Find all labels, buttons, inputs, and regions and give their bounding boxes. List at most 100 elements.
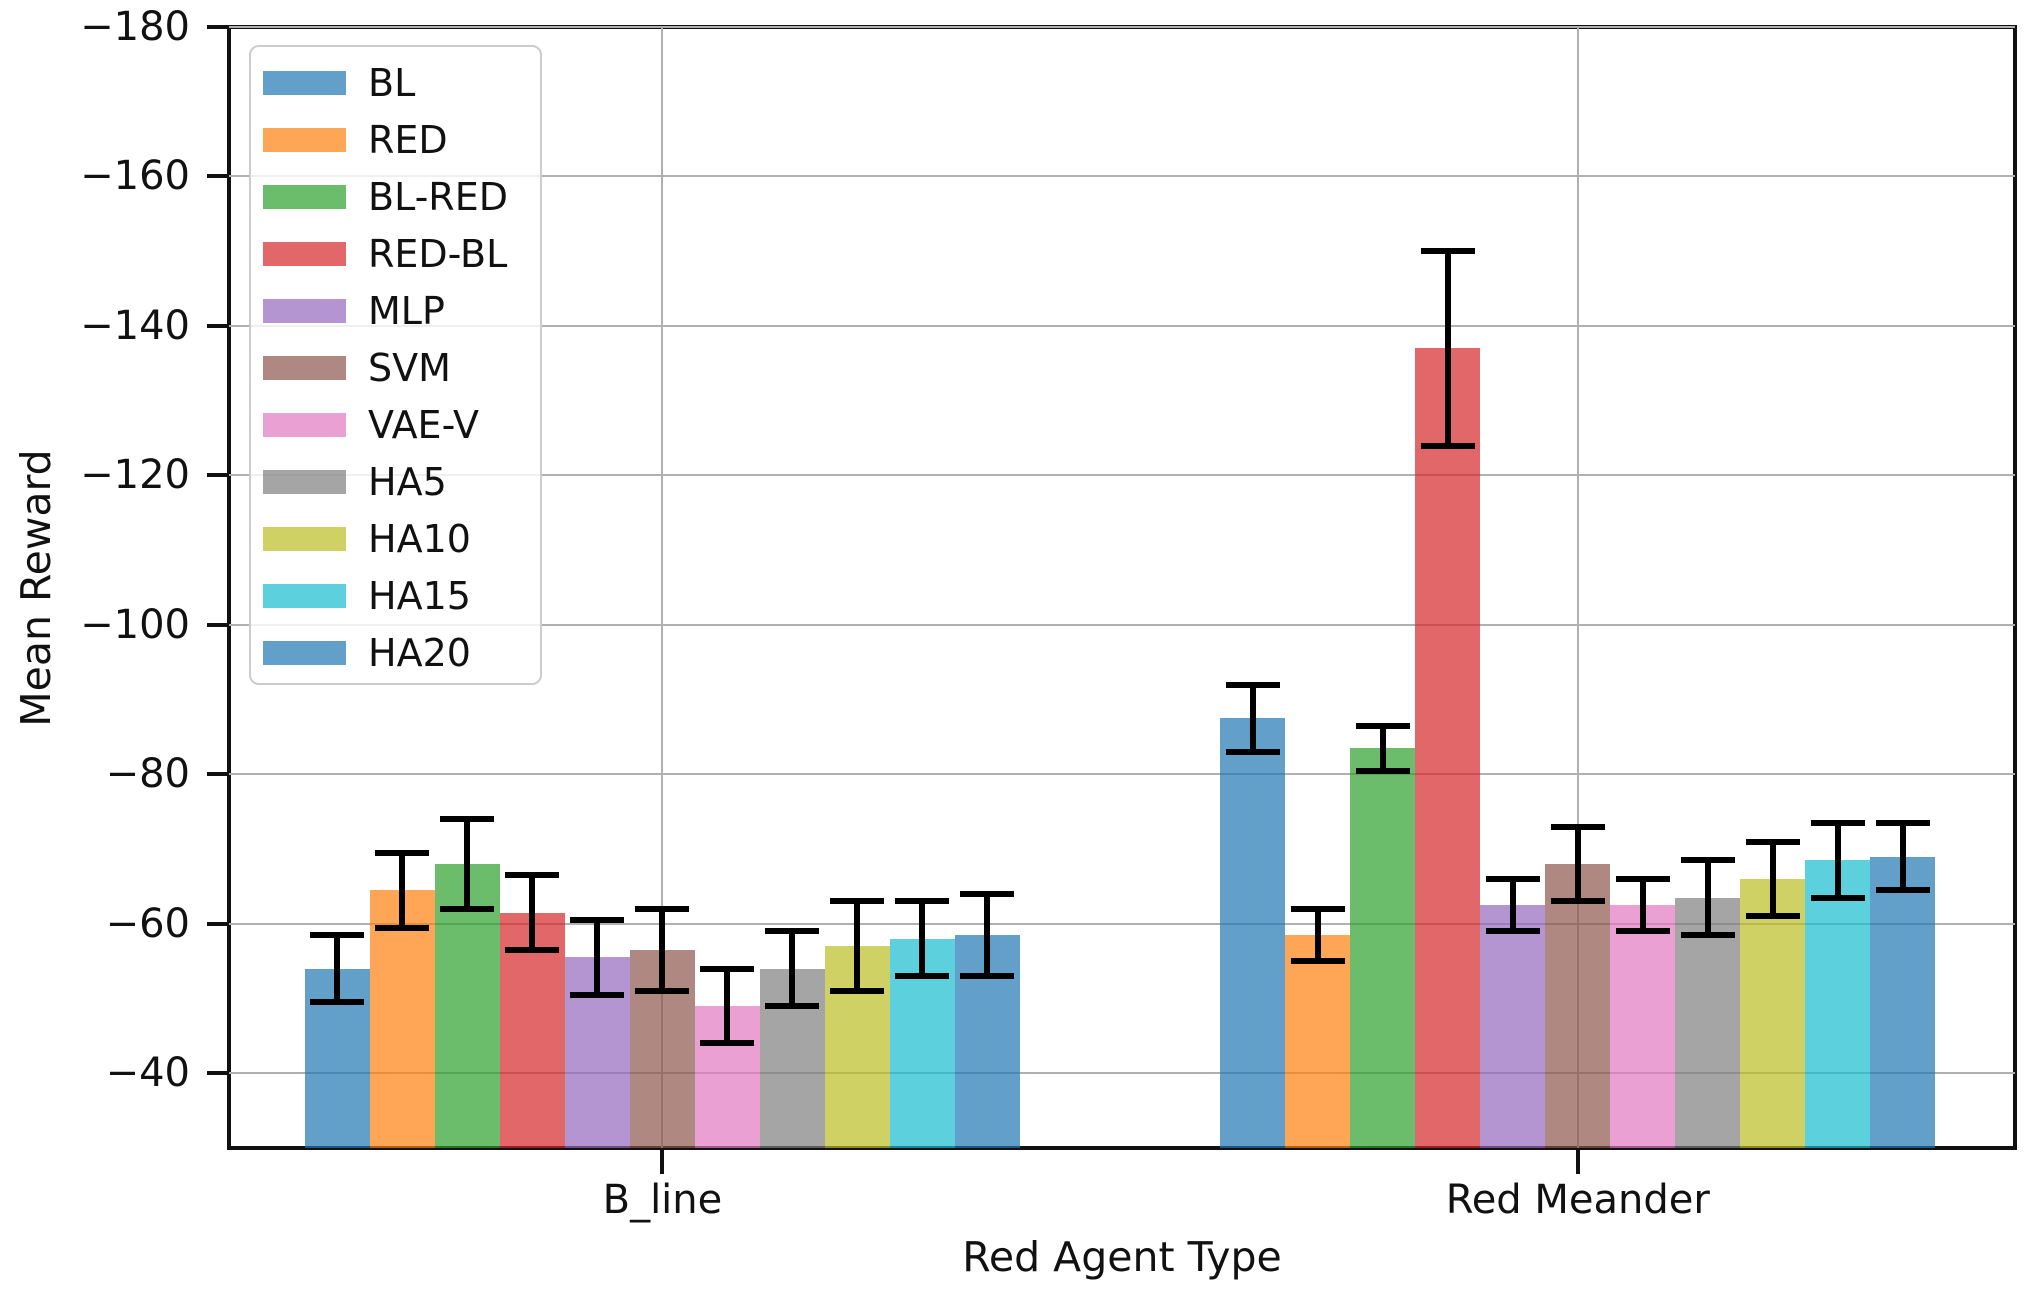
y-tick-label: −60	[105, 900, 190, 947]
error-bar-cap	[1485, 875, 1540, 882]
error-bar-stem	[1574, 826, 1581, 902]
y-tick-mark	[207, 323, 229, 328]
legend-label: MLP	[368, 288, 445, 333]
legend-item: RED	[251, 111, 540, 168]
error-bar-stem	[1899, 822, 1906, 891]
error-bar-cap	[440, 816, 495, 823]
legend-swatch	[263, 526, 346, 551]
legend-label: BL-RED	[368, 174, 508, 219]
legend-swatch	[263, 184, 346, 209]
bar	[1220, 718, 1286, 1148]
error-bar-cap	[960, 973, 1015, 980]
error-bar-cap	[1420, 248, 1475, 255]
legend-label: RED	[368, 117, 448, 162]
error-bar-stem	[659, 908, 666, 992]
error-bar-stem	[724, 968, 731, 1044]
gridline-y	[229, 175, 2015, 178]
error-bar-stem	[1834, 822, 1841, 898]
error-bar-stem	[984, 893, 991, 977]
error-bar-stem	[1639, 878, 1646, 932]
error-bar-stem	[334, 935, 341, 1003]
error-bar-cap	[960, 890, 1015, 897]
bar	[1350, 748, 1416, 1148]
legend-item: VAE-V	[251, 396, 540, 453]
error-bar-stem	[1379, 725, 1386, 771]
y-tick-label: −120	[80, 452, 190, 499]
error-bar-cap	[895, 898, 950, 905]
gridline-y	[229, 474, 2015, 477]
gridline-y	[229, 324, 2015, 327]
error-bar-cap	[1290, 958, 1345, 965]
error-bar-cap	[700, 965, 755, 972]
legend-label: BL	[368, 60, 416, 105]
legend-label: VAE-V	[368, 402, 480, 447]
legend-swatch	[263, 241, 346, 266]
y-tick-mark	[207, 25, 229, 29]
error-bar-cap	[1810, 894, 1865, 901]
error-bar-cap	[765, 928, 820, 935]
error-bar-cap	[1680, 857, 1735, 864]
error-bar-cap	[1550, 898, 1605, 905]
error-bar-stem	[399, 852, 406, 928]
y-tick-mark	[207, 921, 229, 926]
y-tick-label: −80	[105, 751, 190, 798]
legend-swatch	[263, 355, 346, 380]
legend-swatch	[263, 127, 346, 152]
legend-swatch	[263, 583, 346, 608]
y-tick-mark	[207, 772, 229, 777]
error-bar-cap	[1875, 887, 1930, 894]
gridline-y	[229, 773, 2015, 776]
error-bar-cap	[1810, 819, 1865, 826]
error-bar-cap	[1550, 823, 1605, 830]
error-bar-cap	[1355, 722, 1410, 729]
error-bar-cap	[1615, 928, 1670, 935]
error-bar-cap	[700, 1040, 755, 1047]
legend-item: MLP	[251, 282, 540, 339]
x-tick-label: Red Meander	[1445, 1177, 1710, 1223]
y-tick-label: −160	[80, 153, 190, 200]
legend-label: HA10	[368, 516, 471, 561]
legend: BL RED BL-RED RED-BL MLP SVM VAE-V HA5 HA10 HA15 H…	[249, 45, 542, 685]
x-axis-title: Red Agent Type	[962, 1233, 1282, 1281]
legend-item: HA10	[251, 510, 540, 567]
x-tick-mark	[1575, 1148, 1580, 1174]
y-tick-mark	[207, 174, 229, 179]
error-bar-cap	[1875, 819, 1930, 826]
y-tick-mark	[207, 473, 229, 478]
error-bar-cap	[1290, 905, 1345, 912]
error-bar-cap	[375, 849, 430, 856]
legend-item: HA5	[251, 453, 540, 510]
y-tick-label: −180	[80, 4, 190, 50]
legend-swatch	[263, 640, 346, 665]
error-bar-cap	[635, 988, 690, 995]
error-bar-cap	[895, 973, 950, 980]
legend-item: SVM	[251, 339, 540, 396]
error-bar-cap	[440, 905, 495, 912]
error-bar-cap	[1420, 442, 1475, 449]
bar	[1675, 897, 1741, 1148]
bar	[369, 890, 435, 1148]
legend-item: BL-RED	[251, 168, 540, 225]
error-bar-cap	[570, 917, 625, 924]
error-bar-cap	[1680, 932, 1735, 938]
error-bar-cap	[1355, 767, 1410, 774]
bar	[1545, 864, 1611, 1148]
error-bar-stem	[789, 931, 796, 1006]
error-bar-cap	[570, 991, 625, 998]
error-bar-cap	[310, 932, 365, 938]
plot-area	[229, 26, 2015, 1148]
legend-label: RED-BL	[368, 231, 508, 276]
bar	[1610, 905, 1676, 1148]
error-bar-stem	[854, 901, 861, 992]
error-bar-cap	[1745, 838, 1800, 845]
gridline-y	[229, 623, 2015, 626]
legend-item: RED-BL	[251, 225, 540, 282]
legend-item: BL	[251, 54, 540, 111]
x-tick-label: B_line	[602, 1177, 723, 1223]
error-bar-stem	[1314, 908, 1321, 962]
error-bar-cap	[1225, 681, 1280, 688]
error-bar-cap	[1485, 928, 1540, 935]
bar	[1805, 860, 1871, 1148]
gridline-y	[229, 26, 2015, 28]
